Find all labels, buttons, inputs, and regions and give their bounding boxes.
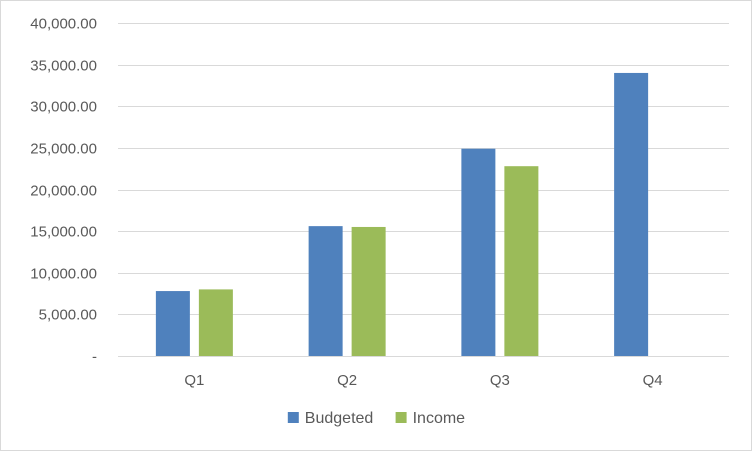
legend-item-income: Income [395, 410, 466, 427]
y-tick-label: 25,000.00 [30, 141, 97, 158]
y-tick-label: 15,000.00 [30, 224, 97, 241]
y-axis-tick-labels: - 5,000.00 10,000.00 15,000.00 20,000.00 25,0… [30, 16, 97, 366]
bar-income-q1 [198, 289, 233, 356]
x-tick-label: Q4 [643, 372, 663, 389]
bars [155, 72, 649, 356]
x-tick-label: Q3 [490, 372, 510, 389]
x-tick-label: Q1 [184, 372, 204, 389]
legend-swatch [395, 412, 407, 423]
bar-budgeted-q4 [614, 72, 649, 356]
y-tick-label: 35,000.00 [30, 58, 97, 75]
bar-income-q2 [351, 226, 386, 356]
x-axis-tick-labels: Q1 Q2 Q3 Q4 [184, 372, 662, 389]
bar-budgeted-q1 [155, 291, 190, 356]
legend-item-budgeted: Budgeted [287, 410, 374, 427]
y-tick-label: - [92, 349, 97, 366]
bar-budgeted-q3 [461, 148, 496, 356]
y-tick-label: 20,000.00 [30, 183, 97, 200]
bar-income-q3 [504, 166, 539, 356]
x-tick-label: Q2 [337, 372, 357, 389]
legend-label: Income [413, 410, 466, 427]
y-tick-label: 5,000.00 [39, 307, 97, 324]
y-tick-label: 30,000.00 [30, 99, 97, 116]
y-tick-label: 40,000.00 [30, 16, 97, 33]
legend-label: Budgeted [305, 410, 374, 427]
legend: Budgeted Income [287, 410, 466, 427]
y-tick-label: 10,000.00 [30, 266, 97, 283]
legend-swatch [287, 412, 299, 423]
bar-budgeted-q2 [308, 226, 343, 356]
